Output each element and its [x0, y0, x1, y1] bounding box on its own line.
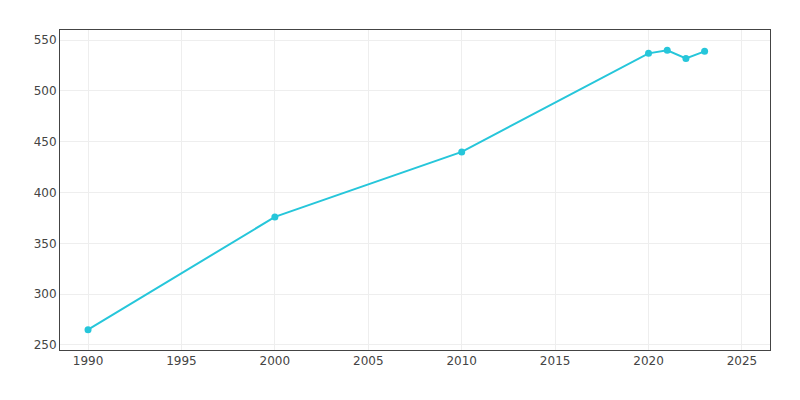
svg-text:2010: 2010	[446, 354, 477, 368]
svg-text:300: 300	[34, 287, 57, 301]
svg-text:2015: 2015	[540, 354, 571, 368]
svg-text:2025: 2025	[727, 354, 758, 368]
svg-text:1995: 1995	[166, 354, 197, 368]
svg-text:350: 350	[34, 237, 57, 251]
svg-text:2005: 2005	[353, 354, 384, 368]
svg-text:450: 450	[34, 135, 57, 149]
svg-text:500: 500	[34, 84, 57, 98]
svg-text:2000: 2000	[260, 354, 291, 368]
svg-text:2020: 2020	[633, 354, 664, 368]
svg-text:400: 400	[34, 186, 57, 200]
svg-text:250: 250	[34, 338, 57, 352]
svg-text:1990: 1990	[73, 354, 104, 368]
svg-text:550: 550	[34, 33, 57, 47]
